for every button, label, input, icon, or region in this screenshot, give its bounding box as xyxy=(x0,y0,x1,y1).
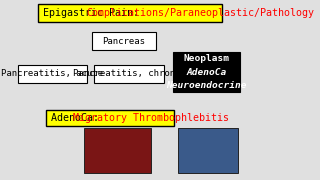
FancyBboxPatch shape xyxy=(94,65,164,83)
Text: Pancreatitis, chronic: Pancreatitis, chronic xyxy=(73,69,185,78)
FancyBboxPatch shape xyxy=(172,52,240,92)
Text: Epigastric Pain:: Epigastric Pain: xyxy=(43,8,145,18)
Text: Pancreas: Pancreas xyxy=(102,37,145,46)
FancyBboxPatch shape xyxy=(46,110,174,126)
Text: Neuroendocrine: Neuroendocrine xyxy=(166,81,247,90)
Text: AdenoCa:: AdenoCa: xyxy=(51,113,105,123)
FancyBboxPatch shape xyxy=(18,65,87,83)
Text: AdenoCa: AdenoCa xyxy=(186,68,227,76)
FancyBboxPatch shape xyxy=(84,128,151,173)
FancyBboxPatch shape xyxy=(38,4,222,22)
Text: Pancreatitis, acute: Pancreatitis, acute xyxy=(1,69,103,78)
FancyBboxPatch shape xyxy=(178,128,238,173)
Text: Complications/Paraneoplastic/Pathology: Complications/Paraneoplastic/Pathology xyxy=(86,8,314,18)
Text: Migratory Thrombophlebitis: Migratory Thrombophlebitis xyxy=(74,113,229,123)
Text: Neoplasm: Neoplasm xyxy=(183,54,229,63)
FancyBboxPatch shape xyxy=(92,32,156,50)
